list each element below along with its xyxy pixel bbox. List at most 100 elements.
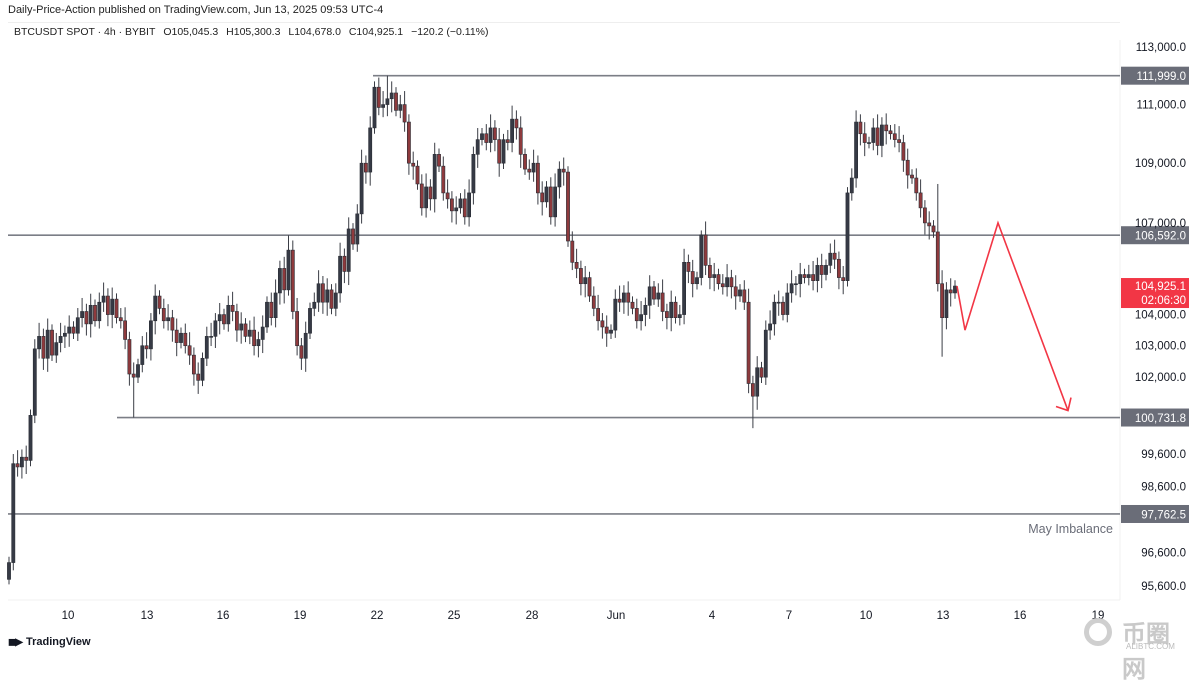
candle-up[interactable] [179,327,183,349]
candle-down[interactable] [910,169,914,184]
candle-up[interactable] [501,133,506,170]
candle-down[interactable] [492,120,497,152]
candle-up[interactable] [669,290,674,332]
candle-down[interactable] [703,221,708,276]
candle-up[interactable] [806,264,811,286]
candle-up[interactable] [166,304,171,331]
candle-up[interactable] [849,168,854,201]
candle-down[interactable] [527,159,532,180]
candle-down[interactable] [394,87,398,117]
candle-up[interactable] [247,320,252,345]
candle-down[interactable] [269,292,274,326]
candle-up[interactable] [256,331,261,358]
candle-up[interactable] [553,173,558,227]
candle-down[interactable] [484,124,489,151]
candle-up[interactable] [776,290,781,316]
candle-down[interactable] [664,303,669,330]
candle-down[interactable] [652,281,656,305]
candle-down[interactable] [716,268,721,290]
candle-down[interactable] [707,257,712,290]
candle-down[interactable] [15,450,20,477]
candle-up[interactable] [621,285,626,314]
candle-up[interactable] [424,173,429,218]
candle-down[interactable] [819,253,824,289]
candle-up[interactable] [789,270,794,303]
candle-up[interactable] [845,187,850,287]
candle-down[interactable] [858,114,863,146]
candle-up[interactable] [824,259,828,281]
candle-down[interactable] [578,260,583,296]
candle-down[interactable] [329,284,334,315]
candle-down[interactable] [750,375,755,429]
candle-down[interactable] [604,315,609,347]
candle-down[interactable] [402,91,407,132]
candle-up[interactable] [471,146,476,205]
candle-down[interactable] [299,338,304,370]
candle-down[interactable] [660,279,665,322]
candle-up[interactable] [385,75,390,117]
candle-up[interactable] [338,242,343,303]
candle-down[interactable] [905,148,910,189]
candle-down[interactable] [445,179,450,209]
candle-up[interactable] [359,149,364,224]
candle-down[interactable] [574,248,579,279]
candle-down[interactable] [540,181,545,216]
candle-down[interactable] [415,160,420,190]
candle-up[interactable] [7,556,11,585]
candle-down[interactable] [282,256,287,304]
candle-up[interactable] [768,310,773,340]
candle-down[interactable] [759,361,764,383]
candle-up[interactable] [609,324,613,340]
candle-down[interactable] [935,183,940,292]
candle-up[interactable] [953,280,957,299]
candle-down[interactable] [884,113,889,145]
candle-up[interactable] [58,322,63,353]
candle-up[interactable] [480,127,484,146]
candle-up[interactable] [772,294,777,336]
candle-up[interactable] [149,313,153,361]
candle-down[interactable] [462,189,467,225]
candle-down[interactable] [832,239,837,269]
candle-down[interactable] [376,77,381,116]
candle-down[interactable] [118,308,123,329]
candle-up[interactable] [510,105,515,153]
candle-up[interactable] [333,283,338,317]
candle-up[interactable] [209,322,214,347]
candle-up[interactable] [316,270,321,312]
candle-up[interactable] [200,352,205,387]
candle-down[interactable] [600,313,605,339]
candle-down[interactable] [290,240,295,320]
candle-up[interactable] [557,161,562,199]
candle-down[interactable] [901,134,906,172]
candle-up[interactable] [798,262,803,298]
candle-down[interactable] [523,148,527,175]
candle-down[interactable] [84,303,89,336]
candle-up[interactable] [854,110,859,188]
candle-down[interactable] [449,191,454,223]
candle-down[interactable] [50,324,54,361]
candle-down[interactable] [71,321,76,340]
candle-down[interactable] [686,254,691,284]
candle-down[interactable] [295,297,300,356]
candle-down[interactable] [183,323,188,354]
candle-down[interactable] [673,296,678,324]
candle-up[interactable] [544,181,549,208]
candle-up[interactable] [467,179,472,227]
candle-up[interactable] [140,336,145,373]
candle-down[interactable] [351,223,355,250]
candle-up[interactable] [613,289,618,338]
candle-up[interactable] [277,260,282,305]
candle-up[interactable] [28,409,33,467]
candle-down[interactable] [170,309,175,342]
candle-up[interactable] [286,235,291,296]
candle-up[interactable] [643,297,648,327]
candle-down[interactable] [505,129,510,151]
candle-up[interactable] [260,315,265,354]
candle-up[interactable] [32,339,37,424]
candle-up[interactable] [755,356,760,410]
candle-up[interactable] [531,149,536,182]
candle-down[interactable] [161,298,166,329]
candle-down[interactable] [570,231,575,271]
candle-down[interactable] [406,114,411,175]
candle-up[interactable] [273,279,278,328]
